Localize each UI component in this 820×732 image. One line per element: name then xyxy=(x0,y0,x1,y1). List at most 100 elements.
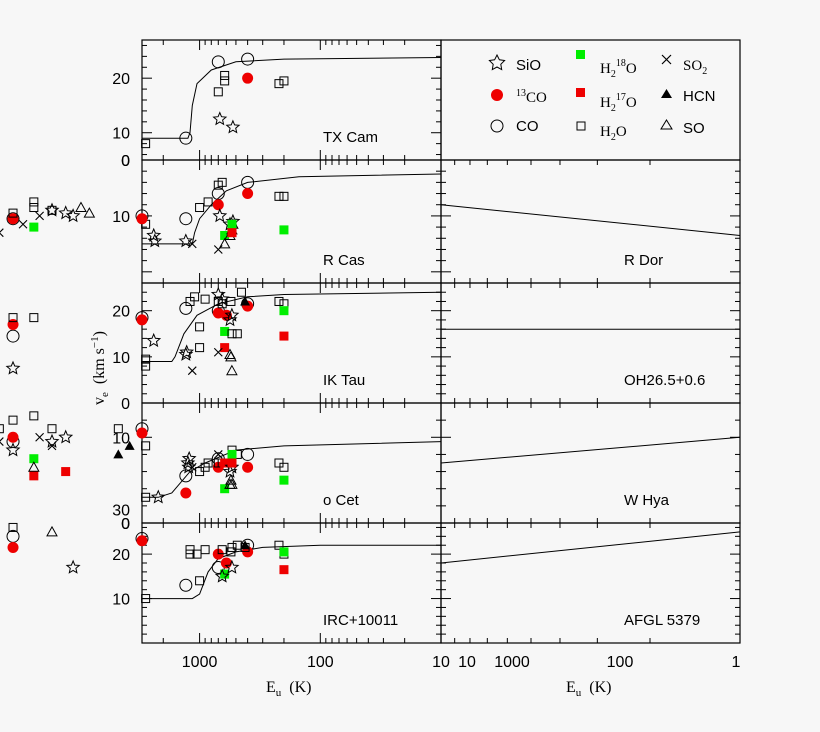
y-tick-label: 10 xyxy=(112,430,130,447)
co-point xyxy=(6,212,20,226)
y-tick-label-zero: 0 xyxy=(121,153,130,170)
legend-item-so: SO xyxy=(660,119,705,137)
x-label-right-main: E xyxy=(566,679,576,696)
legend-h2o17-base: H xyxy=(600,95,611,111)
so-point xyxy=(46,525,58,537)
h2o18-point xyxy=(279,306,289,316)
sio-point xyxy=(212,208,228,223)
sio-point xyxy=(181,450,197,466)
legend-red-dot-icon xyxy=(491,89,503,101)
h2o-point xyxy=(232,329,242,339)
svg-text:H2O: H2O xyxy=(600,124,627,143)
fit-line xyxy=(142,173,442,245)
13co-point xyxy=(180,487,192,499)
sio-point xyxy=(5,442,21,457)
sio-point xyxy=(224,307,240,322)
h2o-point xyxy=(274,296,284,306)
sio-point xyxy=(146,332,162,348)
so-point xyxy=(75,201,87,213)
y-tick-label: 10 xyxy=(112,209,130,226)
legend: SiO 13CO CO H218O H217O H2O xyxy=(488,50,716,143)
co-point xyxy=(241,447,255,461)
h2o18-point xyxy=(29,454,39,464)
h2o-point xyxy=(220,76,230,86)
13co-point xyxy=(242,188,254,200)
h2o-point xyxy=(8,208,18,218)
sio-point xyxy=(5,360,21,375)
sio-point xyxy=(178,233,194,248)
sio-point xyxy=(212,111,228,126)
y-tick-label: 30 xyxy=(112,503,130,520)
so2-point xyxy=(213,347,223,357)
13co-point xyxy=(7,541,19,553)
x-label-right-unit: (K) xyxy=(589,679,611,696)
h2o-point xyxy=(279,191,289,201)
sio-point xyxy=(44,202,60,217)
h2o17-point xyxy=(279,565,289,575)
h2o-point xyxy=(141,361,151,371)
13co-point xyxy=(136,213,148,225)
h2o-point xyxy=(226,296,236,306)
h2o-point xyxy=(232,540,242,550)
legend-h2o18-sub: 2 xyxy=(611,69,616,80)
so2-point xyxy=(0,437,4,446)
legend-h2o-base: H xyxy=(600,124,611,140)
sio-point xyxy=(225,119,241,134)
h2o-point xyxy=(213,87,223,97)
y-label-sub: e xyxy=(99,392,111,397)
y-tick-label: 10 xyxy=(112,350,130,367)
sio-point xyxy=(58,429,74,444)
h2o17-point xyxy=(279,331,289,341)
sio-point xyxy=(150,489,166,504)
h2o18-point xyxy=(279,225,289,235)
so2-point xyxy=(18,219,28,229)
fit-line xyxy=(142,57,442,139)
panel-label: TX Cam xyxy=(323,129,378,146)
y-tick-label: 20 xyxy=(112,304,130,321)
sio-point xyxy=(179,344,195,359)
legend-h2o-end: O xyxy=(616,124,627,140)
legend-item-sio: SiO xyxy=(488,53,541,74)
legend-item-h2o17: H217O xyxy=(576,88,637,114)
13co-point xyxy=(136,535,148,547)
x-label-left-sub: u xyxy=(276,687,282,699)
h2o-point xyxy=(8,415,18,425)
legend-item-hcn: HCN xyxy=(661,88,716,105)
sio-point xyxy=(147,233,163,248)
hcn-point xyxy=(240,540,251,550)
h2o17-point xyxy=(220,458,230,468)
h2o17-point xyxy=(29,471,39,481)
h2o18-point xyxy=(220,326,230,336)
panel-label: AFGL 5379 xyxy=(624,612,700,629)
panel-ik-tau: 10 20 0 IK Tau xyxy=(112,282,442,413)
legend-item-co: CO xyxy=(490,118,539,135)
legend-so2-base: SO xyxy=(683,58,702,74)
fit-line xyxy=(440,204,741,236)
legend-open-triangle-icon xyxy=(660,119,673,130)
y-tick-label: 20 xyxy=(112,71,130,88)
co-point xyxy=(211,55,225,69)
sio-point xyxy=(224,559,240,574)
y-tick-label-zero: 0 xyxy=(121,153,130,170)
h2o-point xyxy=(141,594,151,604)
h2o-point xyxy=(227,542,237,552)
13co-point xyxy=(7,213,19,225)
h2o-point xyxy=(195,343,205,353)
y-label-exp: −1 xyxy=(89,336,101,348)
sio-point xyxy=(214,568,230,583)
x-tick-label-left: 100 xyxy=(307,654,334,671)
svg-text:13CO: 13CO xyxy=(516,88,547,106)
x-axis-label-left: Eu (K) xyxy=(266,679,312,699)
13co-point xyxy=(242,461,254,473)
legend-item-13co: 13CO xyxy=(491,88,547,106)
legend-h2o17-end: O xyxy=(626,95,637,111)
h2o-point xyxy=(236,287,246,297)
legend-label-hcn: HCN xyxy=(683,88,716,105)
y-axis-label: ve (km s−1) xyxy=(89,331,111,405)
so-point xyxy=(225,474,237,485)
h2o-point xyxy=(113,424,123,434)
h2o-point xyxy=(185,296,195,306)
panel-label: R Cas xyxy=(323,252,365,269)
h2o18-point xyxy=(220,230,230,240)
